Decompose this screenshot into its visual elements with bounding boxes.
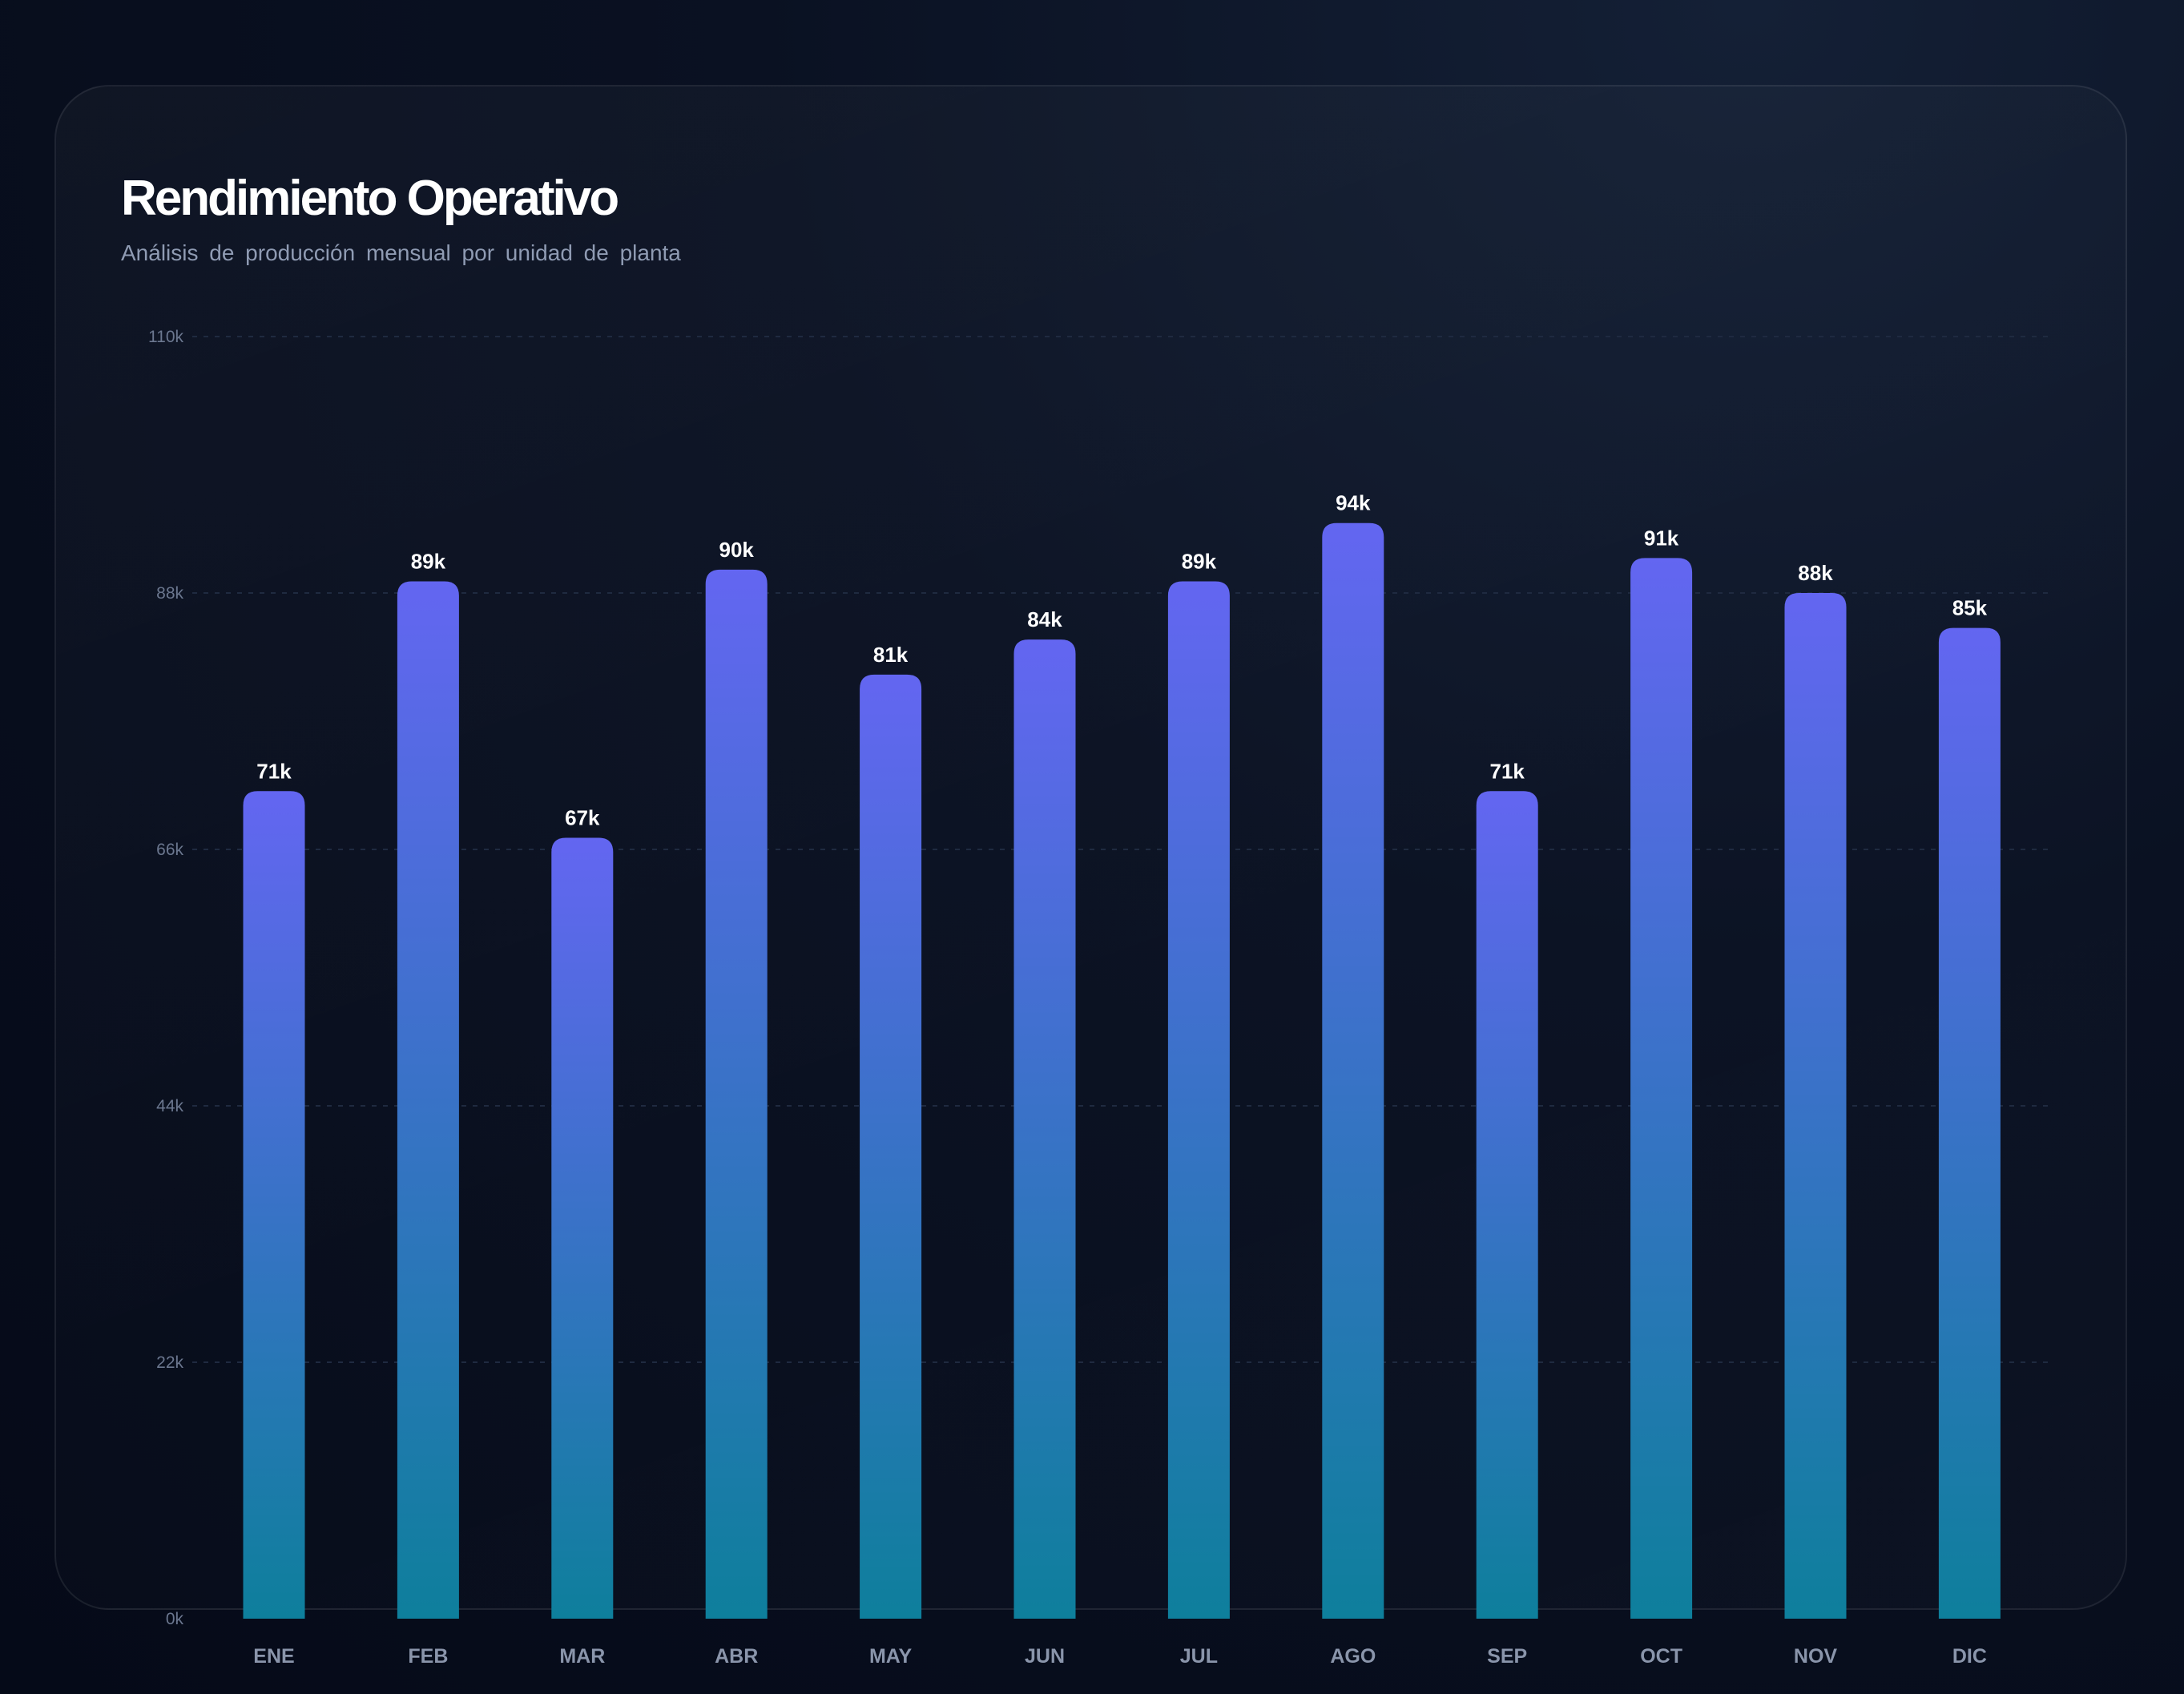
bar-dic [1938, 627, 2001, 1619]
data-label: 71k [256, 759, 292, 783]
chart-title: Rendimiento Operativo [121, 171, 619, 226]
x-tick-label: JUL [1180, 1645, 1218, 1668]
bar-ene [243, 791, 305, 1619]
x-tick-label: MAR [559, 1645, 605, 1668]
bar-nov [1784, 593, 1847, 1619]
x-tick-label: ABR [715, 1645, 758, 1668]
y-tick-label: 110k [148, 328, 183, 346]
bar-abr [705, 569, 768, 1619]
data-label: 94k [1336, 491, 1371, 515]
bar-layer [243, 522, 2001, 1619]
x-tick-label: AGO [1330, 1645, 1376, 1668]
data-label: 85k [1952, 596, 1988, 620]
x-tick-label: ENE [253, 1645, 294, 1668]
chart-subtitle: Análisis de producción mensual por unida… [121, 240, 681, 265]
data-label: 67k [565, 805, 600, 829]
data-label: 91k [1644, 526, 1679, 550]
bar-may [860, 674, 922, 1619]
x-tick-label: FEB [408, 1645, 448, 1668]
data-label: 84k [1027, 607, 1062, 631]
bar-mar [551, 837, 614, 1619]
x-tick-label: NOV [1794, 1645, 1838, 1668]
data-label: 71k [1490, 759, 1525, 783]
data-label: 81k [873, 643, 909, 667]
data-label: 89k [411, 549, 446, 573]
bar-feb [397, 581, 459, 1619]
x-tick-label: MAY [869, 1645, 913, 1668]
y-tick-label: 44k [156, 1097, 183, 1115]
y-tick-label: 22k [156, 1353, 183, 1372]
x-tick-label: JUN [1025, 1645, 1065, 1668]
bar-jun [1013, 639, 1076, 1619]
grid-layer [192, 336, 2051, 1363]
y-tick-label: 88k [156, 584, 183, 603]
data-label: 89k [1182, 549, 1217, 573]
bar-oct [1630, 558, 1693, 1619]
bar-jul [1167, 581, 1230, 1619]
data-label: 88k [1798, 561, 1833, 585]
data-label: 90k [719, 538, 755, 562]
bar-ago [1322, 522, 1384, 1619]
y-tick-label: 66k [156, 841, 183, 859]
label-layer: 0k 22k 44k 66k 88k 110k 71k ENE 89k FEB 67k MAR 90k A… [148, 328, 1988, 1668]
x-tick-label: OCT [1640, 1645, 1682, 1668]
x-tick-label: SEP [1487, 1645, 1527, 1668]
x-tick-label: DIC [1952, 1645, 1987, 1668]
bar-sep [1476, 791, 1538, 1619]
y-tick-label: 0k [166, 1610, 184, 1628]
